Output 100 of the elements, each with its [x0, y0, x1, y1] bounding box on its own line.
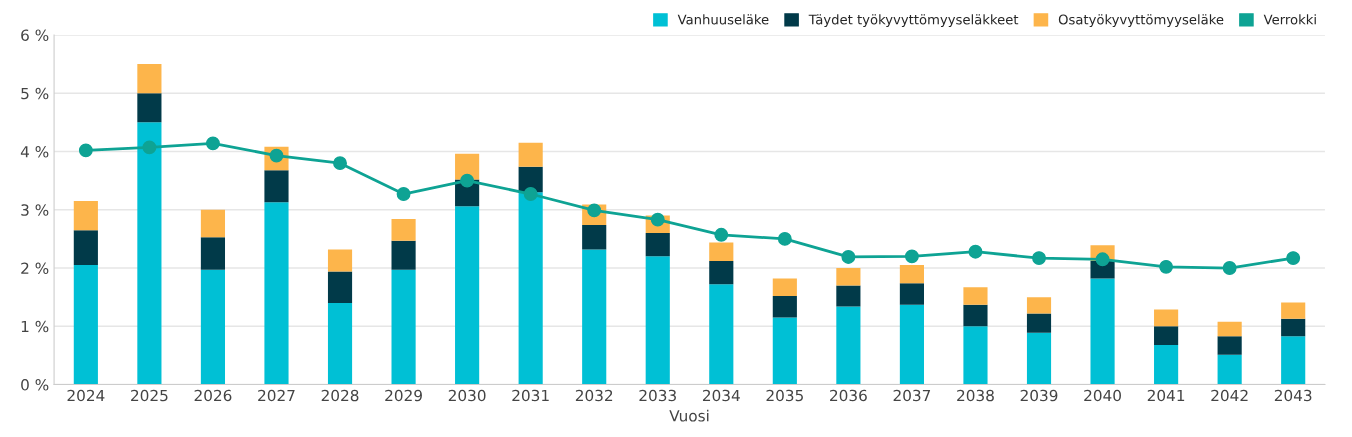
- bar: [455, 206, 480, 385]
- bar: [1026, 313, 1052, 333]
- bar: [899, 265, 924, 284]
- point: [777, 231, 792, 246]
- bar: [963, 287, 988, 305]
- x-tick-label: 2038: [957, 389, 994, 402]
- bar: [1217, 336, 1242, 355]
- y-tick-label: 1 %: [21, 320, 49, 333]
- x-tick-label: 2029: [385, 389, 422, 402]
- bar: [518, 142, 543, 167]
- point: [460, 173, 475, 188]
- bar: [836, 306, 861, 385]
- bar: [137, 93, 162, 123]
- bar: [772, 278, 797, 296]
- bar: [391, 269, 416, 385]
- bar: [1154, 326, 1179, 345]
- bar: [327, 302, 353, 385]
- bar: [73, 201, 98, 231]
- bar: [1281, 302, 1306, 319]
- bar: [1154, 309, 1179, 327]
- point: [523, 187, 538, 201]
- bar: [836, 268, 861, 286]
- bar: [1026, 297, 1052, 314]
- bar: [709, 284, 734, 385]
- bar: [200, 237, 226, 270]
- point: [1286, 251, 1301, 266]
- x-tick-label: 2034: [702, 389, 740, 402]
- point: [1222, 261, 1237, 275]
- bar: [899, 304, 924, 385]
- point: [714, 227, 729, 242]
- point: [205, 136, 220, 151]
- bar: [899, 283, 924, 305]
- bar: [518, 192, 543, 385]
- bar: [772, 317, 797, 385]
- x-tick-label: 2037: [893, 389, 931, 402]
- point: [904, 249, 919, 264]
- bar: [963, 326, 988, 385]
- bar: [327, 271, 353, 303]
- bar: [391, 240, 416, 270]
- point: [968, 244, 983, 259]
- bar: [582, 249, 607, 385]
- bar: [137, 122, 162, 385]
- point: [841, 250, 856, 264]
- point: [333, 156, 347, 171]
- point: [78, 143, 93, 158]
- bar: [264, 170, 289, 203]
- x-tick-label: 2031: [512, 389, 549, 402]
- bar: [200, 209, 226, 238]
- x-tick-label: 2041: [1147, 389, 1185, 402]
- y-tick-label: 2 %: [21, 262, 49, 275]
- bar: [709, 242, 734, 262]
- legend-label: Vanhuuseläke: [677, 14, 769, 25]
- y-tick-label: 5 %: [21, 87, 49, 100]
- x-tick-label: 2024: [67, 389, 105, 402]
- point: [1159, 259, 1174, 274]
- bar: [963, 304, 988, 327]
- bar: [327, 249, 353, 272]
- x-axis-title: Vuosi: [669, 409, 709, 422]
- x-tick-label: 2035: [766, 389, 803, 402]
- point: [1032, 251, 1046, 266]
- point: [142, 140, 157, 155]
- bar: [1090, 278, 1115, 385]
- legend-label: Osatyökyvyttömyyseläke: [1058, 14, 1224, 28]
- y-tick-label: 6 %: [21, 29, 49, 41]
- point: [396, 187, 411, 201]
- bar: [582, 224, 607, 250]
- bar: [772, 295, 797, 318]
- y-tick-label: 0 %: [21, 379, 49, 391]
- x-tick-label: 2036: [830, 389, 867, 402]
- bar: [1154, 344, 1179, 385]
- bar: [1026, 332, 1052, 385]
- bar: [1281, 336, 1306, 385]
- bar: [73, 265, 98, 385]
- x-tick-label: 2039: [1020, 389, 1058, 402]
- x-tick-label: 2026: [194, 389, 232, 402]
- bar: [137, 64, 162, 94]
- y-tick-label: 3 %: [21, 204, 49, 216]
- bar: [645, 233, 670, 257]
- bar: [836, 285, 861, 307]
- x-tick-label: 2025: [131, 389, 168, 402]
- x-tick-label: 2043: [1274, 389, 1312, 402]
- bar: [1217, 354, 1242, 385]
- x-tick-label: 2040: [1084, 389, 1121, 402]
- x-tick-label: 2030: [448, 389, 486, 402]
- bar: [73, 230, 98, 266]
- x-tick-label: 2042: [1211, 389, 1248, 402]
- y-tick-label: 4 %: [20, 145, 49, 158]
- bar: [709, 261, 734, 285]
- legend-label: Täydet työkyvyttömyyseläkkeet: [808, 14, 1019, 28]
- x-tick-label: 2028: [321, 389, 359, 402]
- x-tick-label: 2027: [258, 389, 295, 402]
- bar: [391, 219, 416, 241]
- x-tick-label: 2033: [639, 389, 676, 402]
- bar: [1217, 321, 1242, 337]
- bar: [264, 202, 289, 385]
- bar: [1281, 318, 1306, 337]
- legend-label: Verrokki: [1263, 14, 1316, 25]
- bar: [645, 256, 670, 385]
- x-tick-label: 2032: [575, 389, 613, 402]
- bar: [200, 269, 226, 385]
